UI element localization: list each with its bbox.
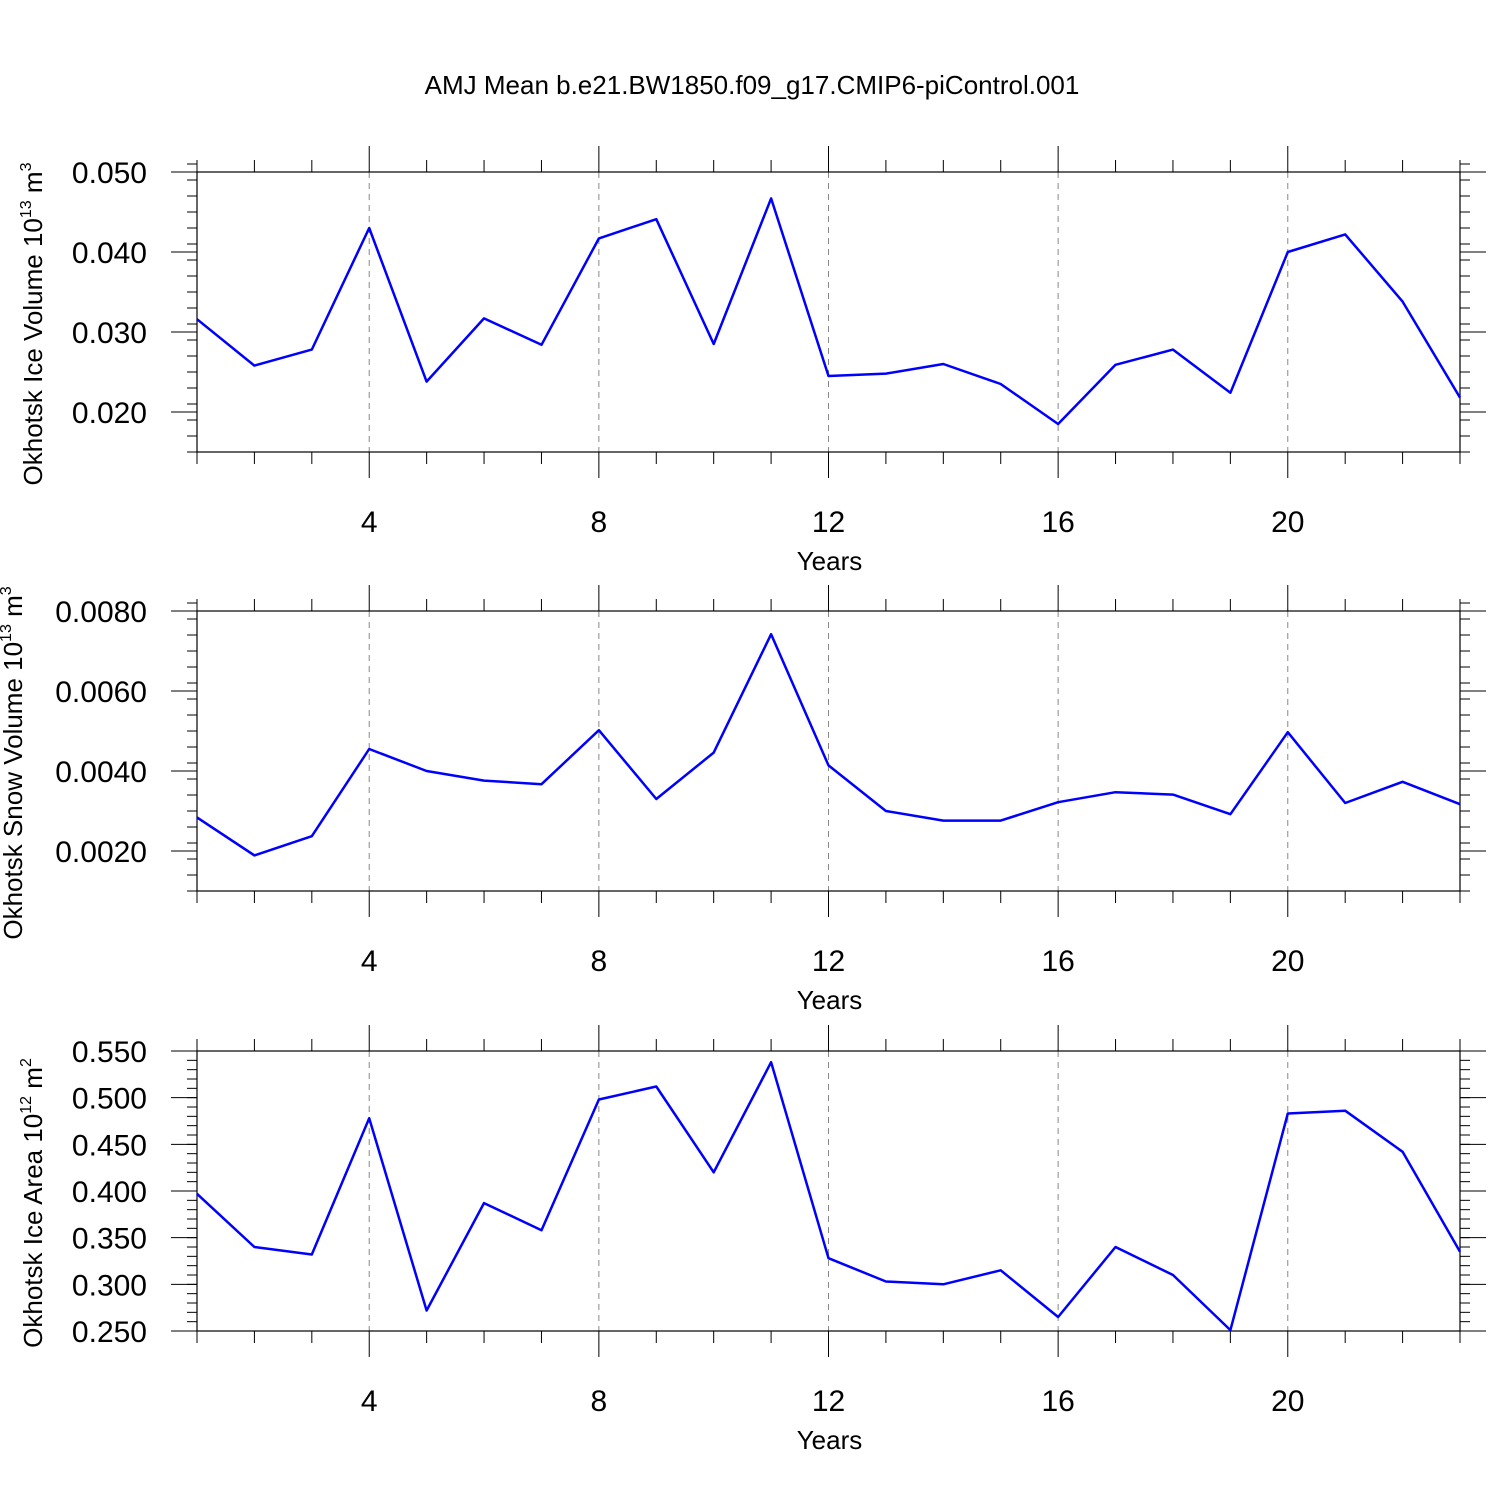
plot-frame (196, 1050, 1461, 1332)
x-tick-label: 20 (1271, 945, 1304, 978)
y-tick-label: 0.050 (72, 157, 147, 190)
chart-panels: 0.020 0.030 0.040 0.050 4 8 12 16 20 Years Okhotsk… (0, 146, 1486, 1455)
x-tick-label: 16 (1041, 506, 1074, 539)
x-tick-label: 8 (591, 945, 608, 978)
y-axis-label: Okhotsk Ice Volume 1013 m3 (18, 162, 48, 485)
y-tick-label: 0.020 (72, 397, 147, 430)
x-axis-label: Years (797, 546, 863, 576)
x-tick-label: 20 (1271, 1385, 1304, 1418)
y-tick-label: 0.030 (72, 317, 147, 350)
x-tick-label: 16 (1041, 945, 1074, 978)
plot-frame (196, 171, 1461, 453)
y-axis-label: Okhotsk Snow Volume 1013 m3 (0, 586, 28, 939)
y-tick-label: 0.040 (72, 237, 147, 270)
x-tick-label: 20 (1271, 506, 1304, 539)
y-tick-label: 0.250 (72, 1316, 147, 1349)
x-axis-label: Years (797, 985, 863, 1015)
x-tick-label: 8 (591, 1385, 608, 1418)
x-tick-label: 16 (1041, 1385, 1074, 1418)
y-tick-label: 0.350 (72, 1223, 147, 1256)
y-tick-label: 0.400 (72, 1176, 147, 1209)
chart-panel-1: 0.020 0.030 0.040 0.050 4 8 12 16 20 Years Okhotsk… (18, 146, 1486, 576)
x-tick-label: 4 (361, 1385, 378, 1418)
y-tick-label: 0.0040 (55, 756, 147, 789)
x-tick-label: 4 (361, 506, 378, 539)
x-tick-label: 12 (812, 506, 845, 539)
y-tick-label: 0.0020 (55, 836, 147, 869)
plot-frame (196, 610, 1461, 892)
y-tick-label: 0.0080 (55, 596, 147, 629)
x-tick-label: 12 (812, 945, 845, 978)
chart-title: AMJ Mean b.e21.BW1850.f09_g17.CMIP6-piCo… (425, 70, 1080, 100)
y-tick-label: 0.500 (72, 1083, 147, 1116)
x-tick-label: 4 (361, 945, 378, 978)
y-axis-label: Okhotsk Ice Area 1012 m2 (18, 1058, 48, 1348)
x-tick-label: 8 (591, 506, 608, 539)
x-tick-label: 12 (812, 1385, 845, 1418)
chart-panel-2: 0.0020 0.0040 0.0060 0.0080 4 8 12 16 20 Years Okh… (0, 585, 1486, 1015)
y-tick-label: 0.450 (72, 1129, 147, 1162)
y-tick-label: 0.0060 (55, 676, 147, 709)
y-tick-label: 0.550 (72, 1036, 147, 1069)
chart-panel-3: 0.250 0.300 0.350 0.400 0.450 0.500 0.550 4 8 12 1… (18, 1025, 1486, 1455)
x-axis-label: Years (797, 1425, 863, 1455)
y-tick-label: 0.300 (72, 1269, 147, 1302)
